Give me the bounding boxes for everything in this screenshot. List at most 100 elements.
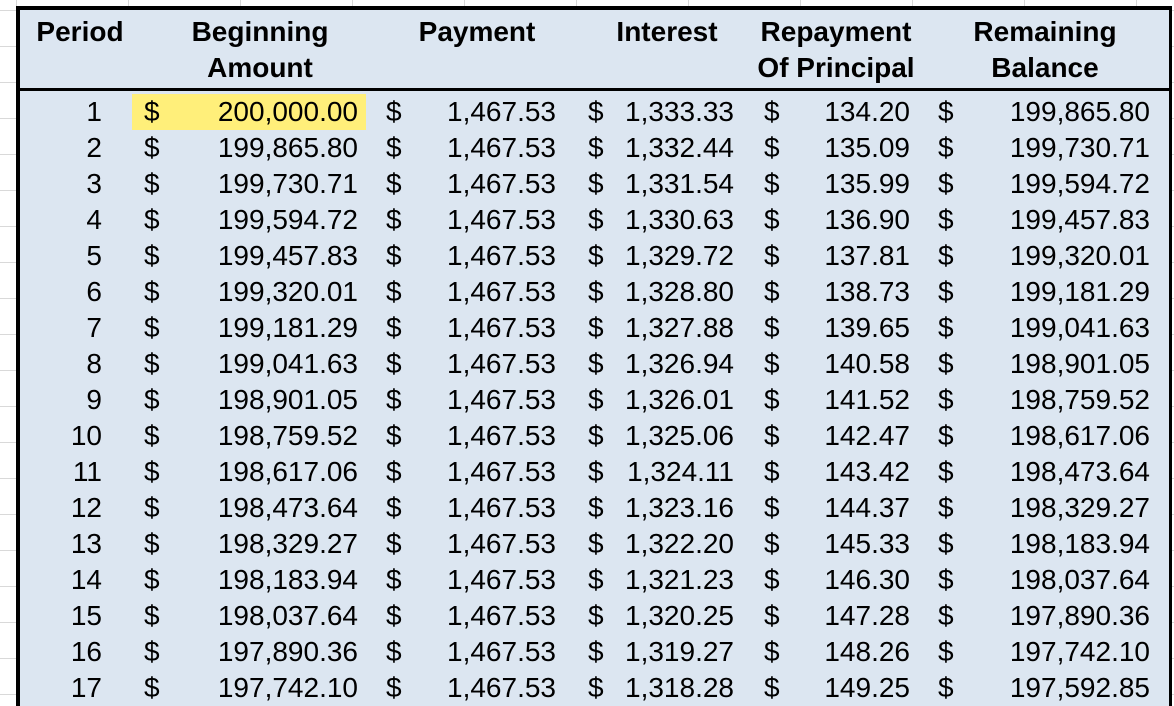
period-cell[interactable]: 1 [86,96,102,127]
beginning-amount-cell[interactable]: 198,329.27 [217,528,358,559]
currency-cell[interactable]: $ [386,456,402,487]
period-cell[interactable]: 5 [86,240,102,271]
currency-cell[interactable]: $ [764,564,780,595]
currency-cell[interactable]: $ [938,672,954,703]
currency-cell[interactable]: $ [938,312,954,343]
remaining-balance-cell[interactable]: 198,183.94 [1009,528,1150,559]
currency-cell[interactable]: $ [588,276,604,307]
period-cell[interactable]: 16 [70,636,102,667]
currency-cell[interactable]: $ [764,528,780,559]
beginning-amount-cell[interactable]: 199,865.80 [217,132,358,163]
principal-cell[interactable]: 144.37 [824,492,910,523]
interest-cell[interactable]: 1,322.20 [625,528,734,559]
payment-cell[interactable]: 1,467.53 [447,312,556,343]
currency-cell[interactable]: $ [386,564,402,595]
interest-cell[interactable]: 1,326.94 [625,348,734,379]
payment-cell[interactable]: 1,467.53 [447,600,556,631]
currency-cell[interactable]: $ [144,492,160,523]
currency-cell[interactable]: $ [386,528,402,559]
period-cell[interactable]: 11 [72,456,102,487]
header-remaining-balance[interactable]: Remaining Balance [973,16,1117,83]
currency-cell[interactable]: $ [764,636,780,667]
currency-cell[interactable]: $ [588,420,604,451]
principal-cell[interactable]: 136.90 [824,204,910,235]
beginning-amount-cell[interactable]: 198,183.94 [217,564,358,595]
remaining-balance-cell[interactable]: 199,594.72 [1009,168,1150,199]
principal-cell[interactable]: 139.65 [824,312,910,343]
currency-cell[interactable]: $ [588,348,604,379]
currency-cell[interactable]: $ [938,204,954,235]
currency-cell[interactable]: $ [764,276,780,307]
payment-cell[interactable]: 1,467.53 [447,564,556,595]
remaining-balance-cell[interactable]: 199,865.80 [1009,96,1150,127]
header-period[interactable]: Period [36,16,124,47]
currency-cell[interactable]: $ [764,132,780,163]
period-cell[interactable]: 15 [70,600,102,631]
principal-cell[interactable]: 135.09 [824,132,910,163]
currency-cell[interactable]: $ [764,96,780,127]
period-cell[interactable]: 3 [86,168,102,199]
remaining-balance-cell[interactable]: 199,730.71 [1009,132,1150,163]
currency-cell[interactable]: $ [144,96,160,127]
beginning-amount-cell[interactable]: 197,890.36 [217,636,358,667]
currency-cell[interactable]: $ [144,312,160,343]
principal-cell[interactable]: 146.30 [824,564,910,595]
currency-cell[interactable]: $ [386,636,402,667]
currency-cell[interactable]: $ [386,600,402,631]
payment-cell[interactable]: 1,467.53 [447,384,556,415]
principal-cell[interactable]: 135.99 [824,168,910,199]
payment-cell[interactable]: 1,467.53 [447,492,556,523]
currency-cell[interactable]: $ [386,168,402,199]
currency-cell[interactable]: $ [938,636,954,667]
remaining-balance-cell[interactable]: 198,329.27 [1009,492,1150,523]
currency-cell[interactable]: $ [144,132,160,163]
currency-cell[interactable]: $ [938,600,954,631]
beginning-amount-cell[interactable]: 199,181.29 [217,312,358,343]
currency-cell[interactable]: $ [588,168,604,199]
principal-cell[interactable]: 134.20 [824,96,910,127]
header-payment[interactable]: Payment [418,16,536,47]
interest-cell[interactable]: 1,330.63 [625,204,734,235]
currency-cell[interactable]: $ [386,276,402,307]
interest-cell[interactable]: 1,321.23 [625,564,734,595]
principal-cell[interactable]: 145.33 [824,528,910,559]
beginning-amount-cell[interactable]: 199,730.71 [217,168,358,199]
principal-cell[interactable]: 147.28 [824,600,910,631]
header-interest[interactable]: Interest [616,16,718,47]
beginning-amount-cell[interactable]: 199,320.01 [217,276,358,307]
payment-cell[interactable]: 1,467.53 [447,348,556,379]
principal-cell[interactable]: 143.42 [824,456,910,487]
currency-cell[interactable]: $ [938,168,954,199]
currency-cell[interactable]: $ [144,240,160,271]
principal-cell[interactable]: 148.26 [824,636,910,667]
remaining-balance-cell[interactable]: 197,742.10 [1009,636,1150,667]
header-beginning-amount[interactable]: Beginning Amount [191,16,329,83]
beginning-amount-cell[interactable]: 198,037.64 [217,600,358,631]
currency-cell[interactable]: $ [144,168,160,199]
remaining-balance-cell[interactable]: 198,473.64 [1009,456,1150,487]
currency-cell[interactable]: $ [588,672,604,703]
remaining-balance-cell[interactable]: 199,457.83 [1009,204,1150,235]
currency-cell[interactable]: $ [938,348,954,379]
currency-cell[interactable]: $ [938,240,954,271]
period-cell[interactable]: 17 [70,672,102,703]
interest-cell[interactable]: 1,326.01 [625,384,734,415]
remaining-balance-cell[interactable]: 199,181.29 [1009,276,1150,307]
currency-cell[interactable]: $ [386,96,402,127]
period-cell[interactable]: 9 [86,384,102,415]
currency-cell[interactable]: $ [144,348,160,379]
currency-cell[interactable]: $ [386,492,402,523]
currency-cell[interactable]: $ [764,204,780,235]
currency-cell[interactable]: $ [764,312,780,343]
currency-cell[interactable]: $ [764,348,780,379]
beginning-amount-cell[interactable]: 197,742.10 [217,672,358,703]
principal-cell[interactable]: 149.25 [824,672,910,703]
remaining-balance-cell[interactable]: 197,592.85 [1009,672,1150,703]
period-cell[interactable]: 7 [86,312,102,343]
currency-cell[interactable]: $ [144,384,160,415]
currency-cell[interactable]: $ [588,528,604,559]
currency-cell[interactable]: $ [764,600,780,631]
currency-cell[interactable]: $ [764,456,780,487]
currency-cell[interactable]: $ [144,528,160,559]
currency-cell[interactable]: $ [144,420,160,451]
